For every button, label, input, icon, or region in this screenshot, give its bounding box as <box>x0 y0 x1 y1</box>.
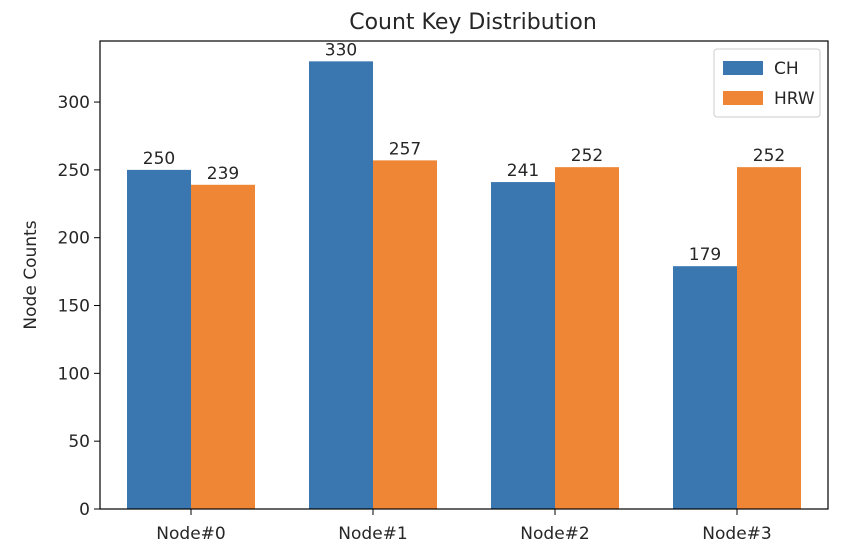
bar-hrw-1 <box>373 160 437 510</box>
plot-area: 250 330 241 179 239 257 252 252 0 50 100 150 200 250 3… <box>58 40 829 544</box>
bar-hrw-0 <box>191 184 255 509</box>
legend-swatch-hrw <box>723 91 763 105</box>
x-tick-label-2: Node#2 <box>520 524 589 544</box>
bar-hrw-2 <box>555 167 619 509</box>
data-label-hrw-3: 252 <box>753 146 785 166</box>
data-label-hrw-1: 257 <box>389 139 421 159</box>
bar-ch-3 <box>673 266 737 509</box>
y-tick-label-150: 150 <box>58 297 90 317</box>
y-tick-label-0: 0 <box>79 500 90 520</box>
bar-ch-2 <box>491 182 555 510</box>
y-tick-label-250: 250 <box>58 161 90 181</box>
legend-label-ch: CH <box>774 59 799 79</box>
legend-swatch-ch <box>723 61 763 75</box>
x-tick-label-3: Node#3 <box>702 524 771 544</box>
data-label-hrw-2: 252 <box>571 146 603 166</box>
legend: CH HRW <box>713 48 821 118</box>
data-label-ch-1: 330 <box>325 40 357 60</box>
y-tick-label-50: 50 <box>68 432 90 452</box>
bar-hrw-3 <box>737 167 801 509</box>
bar-ch-0 <box>127 169 191 509</box>
data-label-hrw-0: 239 <box>207 164 239 184</box>
data-label-ch-0: 250 <box>143 149 175 169</box>
chart-title: Count Key Distribution <box>349 10 597 35</box>
y-tick-label-300: 300 <box>58 93 90 113</box>
data-label-ch-2: 241 <box>507 161 539 181</box>
data-label-ch-3: 179 <box>689 245 721 265</box>
y-tick-label-200: 200 <box>58 229 90 249</box>
x-tick-label-0: Node#0 <box>156 524 225 544</box>
y-tick-label-100: 100 <box>58 364 90 384</box>
plot-frame <box>99 40 829 510</box>
legend-label-hrw: HRW <box>774 89 815 109</box>
x-tick-label-1: Node#1 <box>338 524 407 544</box>
bar-ch-1 <box>309 61 373 509</box>
y-axis-label: Node Counts <box>21 220 41 329</box>
